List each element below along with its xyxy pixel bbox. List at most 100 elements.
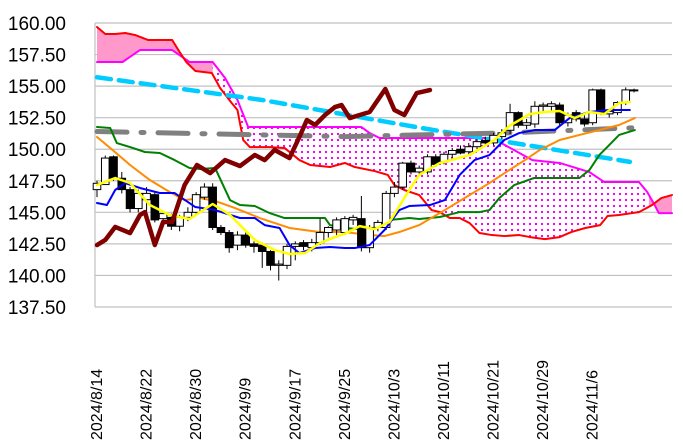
y-tick-label: 150.00 [8, 140, 66, 161]
candle-body-up [340, 218, 350, 234]
candle-body-down [357, 218, 366, 249]
candle-body-up [505, 112, 515, 131]
candlestick [282, 243, 292, 270]
candle-body-up [183, 211, 193, 218]
candle-body-up [588, 89, 597, 124]
candle-body-down [216, 226, 226, 234]
candlestick [100, 155, 110, 186]
senkou-span-b-line [96, 26, 673, 241]
candlestick [472, 139, 482, 150]
candlestick [447, 147, 457, 159]
candlestick [191, 192, 201, 215]
candle-body-down [580, 118, 589, 125]
y-tick-label: 157.50 [8, 46, 66, 67]
candle-body-up [274, 263, 284, 266]
x-tick-label: 2024/9/25 [337, 369, 354, 440]
candle-body-up [522, 122, 531, 126]
candlestick [398, 161, 407, 190]
y-tick-label: 147.50 [8, 172, 66, 193]
candle-body-up [629, 89, 639, 92]
y-tick-label: 160.00 [8, 14, 66, 35]
candle-body-up [282, 245, 292, 266]
candle-body-up [414, 167, 424, 173]
ichimoku-cloud [97, 27, 672, 240]
y-tick-label: 137.50 [8, 298, 66, 319]
candlestick [629, 88, 639, 93]
candle-body-down [224, 232, 234, 249]
trend-line-dashed-line [94, 75, 633, 165]
candle-body-up [390, 186, 399, 194]
candle-body-down [555, 104, 564, 124]
candlestick [125, 187, 135, 213]
candle-body-down [109, 156, 118, 179]
candlestick [456, 145, 465, 155]
x-tick-label: 2024/10/11 [436, 361, 453, 440]
candlestick [324, 226, 333, 238]
candle-body-down [480, 139, 490, 144]
x-tick-label: 2024/10/3 [386, 369, 403, 440]
candle-body-up [233, 234, 242, 246]
candlestick [555, 102, 564, 126]
candlestick [249, 241, 259, 253]
candle-body-up [324, 226, 333, 234]
y-tick-label: 145.00 [8, 203, 66, 224]
candlestick [299, 240, 308, 251]
candlestick [92, 180, 102, 198]
candlestick [580, 115, 589, 127]
candle-body-up [191, 194, 201, 213]
candle-body-down [266, 250, 275, 266]
candlestick [588, 88, 597, 126]
candlestick [505, 103, 515, 135]
candle-body-up [290, 243, 300, 247]
candle-body-up [332, 219, 341, 231]
candlestick [406, 160, 416, 175]
y-tick-label: 140.00 [8, 266, 66, 287]
y-tick-label: 155.00 [8, 77, 66, 98]
candle-body-down [456, 148, 465, 154]
candlestick [274, 260, 284, 281]
x-tick-label: 2024/11/6 [585, 370, 602, 440]
candlestick [233, 231, 242, 251]
candle-body-up [200, 186, 209, 198]
tenkan-sen-line [95, 100, 632, 256]
candle-body-up [464, 146, 474, 153]
candle-body-up [547, 103, 556, 107]
y-axis-ticks: 160.00 157.50 155.00 152.50 150.00 147.50 145.… [8, 14, 66, 319]
x-tick-label: 2024/8/30 [188, 369, 205, 440]
candle-body-up [423, 156, 432, 173]
y-tick-label: 142.50 [8, 235, 66, 256]
trend-line-dashdot-line [94, 125, 637, 140]
candlestick [480, 136, 490, 146]
candle-body-up [472, 141, 482, 148]
candlestick [241, 232, 251, 248]
x-axis-ticks: 2024/8/14 2024/8/22 2024/8/30 2024/9/9 2024/… [89, 360, 602, 440]
candle-body-down [299, 242, 308, 247]
y-tick-label: 152.50 [8, 109, 66, 130]
series-lines-back [94, 26, 673, 241]
x-tick-label: 2024/8/14 [89, 369, 106, 440]
candlestick [266, 250, 275, 271]
candle-body-down [249, 243, 259, 247]
candlestick [332, 217, 341, 236]
chikou-span-line [94, 86, 433, 248]
candlestick [216, 224, 226, 236]
x-tick-label: 2024/9/17 [287, 369, 304, 440]
x-tick-label: 2024/8/22 [139, 369, 156, 440]
candle-body-up [530, 105, 540, 125]
moving-average-orange-line [96, 117, 636, 238]
senkou-span-a-line [96, 49, 673, 215]
candlestick [464, 142, 474, 155]
x-tick-label: 2024/9/9 [238, 378, 255, 440]
candle-body-down [596, 89, 606, 114]
cloud-fill-bullish [97, 27, 672, 240]
x-tick-label: 2024/10/29 [535, 360, 552, 440]
candlesticks [92, 87, 639, 281]
candle-body-up [398, 162, 407, 188]
candle-body-up [621, 89, 631, 104]
kijun-sen-line [96, 108, 631, 255]
candle-body-down [125, 189, 135, 210]
x-tick-label: 2024/10/21 [486, 360, 503, 440]
candle-body-up [92, 182, 102, 191]
candlestick [200, 183, 209, 200]
